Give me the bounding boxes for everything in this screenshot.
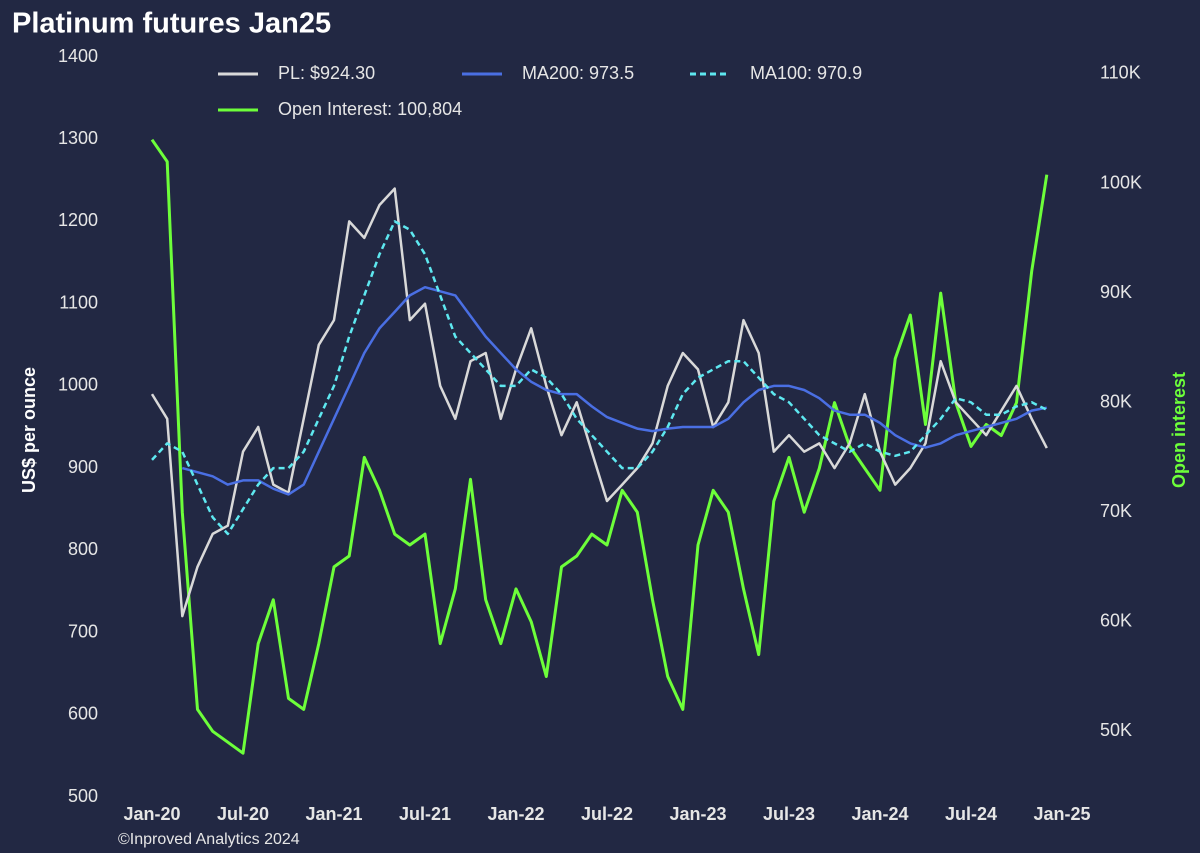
- y-tick-label: 1400: [58, 46, 98, 66]
- y-tick-label: 1000: [58, 375, 98, 395]
- series-line: [151, 220, 1048, 536]
- legend-label: MA100: 970.9: [750, 63, 862, 83]
- x-tick-label: Jan-25: [1033, 804, 1090, 824]
- legend-label: Open Interest: 100,804: [278, 99, 462, 119]
- y2-tick-label: 90K: [1100, 282, 1132, 302]
- series-line: [150, 187, 1048, 618]
- y2-axis-label: Open interest: [1169, 372, 1189, 488]
- series-line: [150, 138, 1049, 755]
- y-axis-label: US$ per ounce: [19, 367, 39, 493]
- x-tick-label: Jan-20: [123, 804, 180, 824]
- legend-label: MA200: 973.5: [522, 63, 634, 83]
- chart-title: Platinum futures Jan25: [12, 8, 331, 40]
- x-tick-label: Jan-24: [851, 804, 908, 824]
- y2-tick-label: 60K: [1100, 610, 1132, 630]
- footer: ©Inproved Analytics 2024: [118, 831, 300, 848]
- y-tick-label: 800: [68, 539, 98, 559]
- series-line: [181, 285, 1048, 496]
- legend-label: PL: $924.30: [278, 63, 375, 83]
- y-tick-label: 1100: [59, 292, 98, 312]
- x-tick-label: Jan-21: [305, 804, 362, 824]
- x-tick-label: Jan-23: [669, 804, 726, 824]
- x-tick-label: Jul-21: [399, 804, 451, 824]
- y2-tick-label: 70K: [1100, 501, 1132, 521]
- y2-tick-label: 50K: [1100, 720, 1132, 740]
- y-tick-label: 600: [68, 704, 98, 724]
- y-tick-label: 1300: [58, 128, 98, 148]
- x-tick-label: Jul-22: [581, 804, 633, 824]
- y-tick-label: 900: [68, 457, 98, 477]
- x-tick-label: Jul-20: [217, 804, 269, 824]
- y-tick-label: 1200: [58, 210, 98, 230]
- y2-tick-label: 80K: [1100, 391, 1132, 411]
- x-tick-label: Jan-22: [487, 804, 544, 824]
- x-tick-label: Jul-23: [763, 804, 815, 824]
- y-tick-label: 700: [68, 621, 98, 641]
- y-tick-label: 500: [68, 786, 98, 806]
- y2-tick-label: 100K: [1100, 172, 1142, 192]
- x-tick-label: Jul-24: [945, 804, 997, 824]
- y2-tick-label: 110K: [1100, 63, 1141, 83]
